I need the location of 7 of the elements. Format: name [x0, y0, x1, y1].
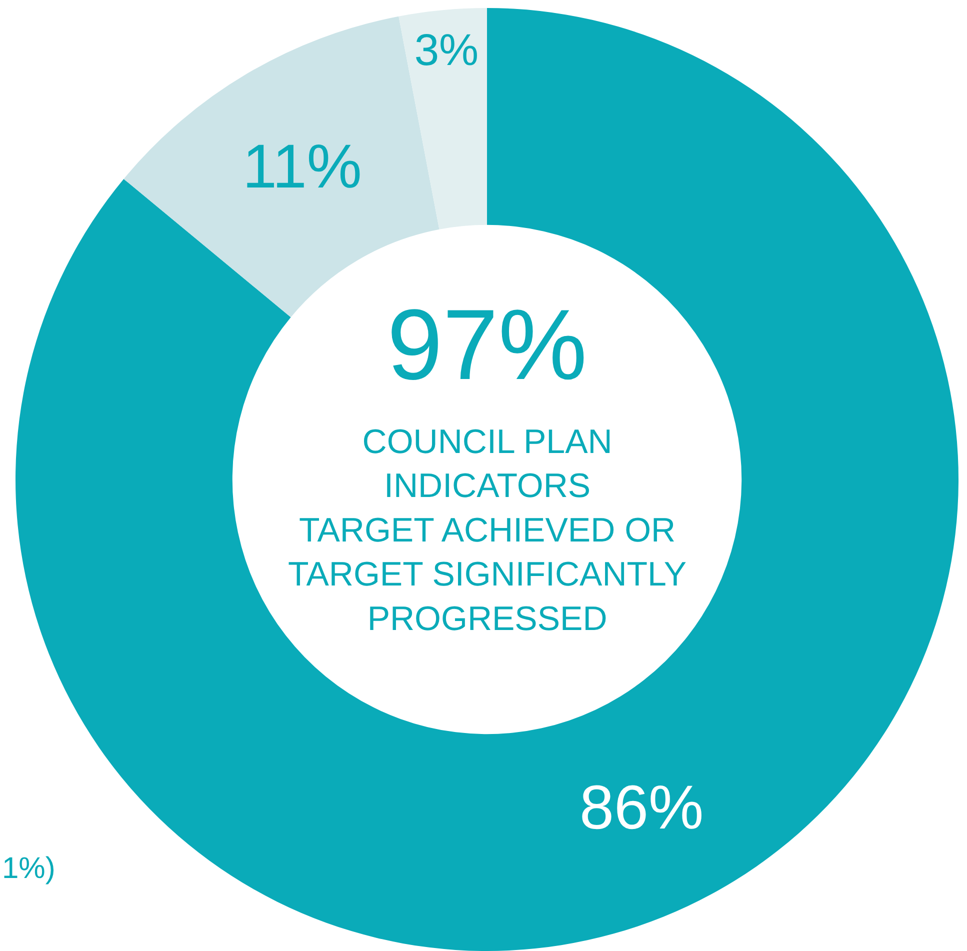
- data-label: 86%: [580, 774, 704, 842]
- text: 1%): [2, 852, 56, 885]
- text: COUNCIL PLAN INDICATORS TARGET ACHIEVED OR TARGET SIGNIFICANTLY PROGRESSED: [288, 423, 687, 638]
- text: 97%: [387, 289, 588, 401]
- data-label: 11%: [242, 132, 362, 202]
- donut-slice: [398, 8, 487, 230]
- data-label: 3%: [414, 26, 479, 76]
